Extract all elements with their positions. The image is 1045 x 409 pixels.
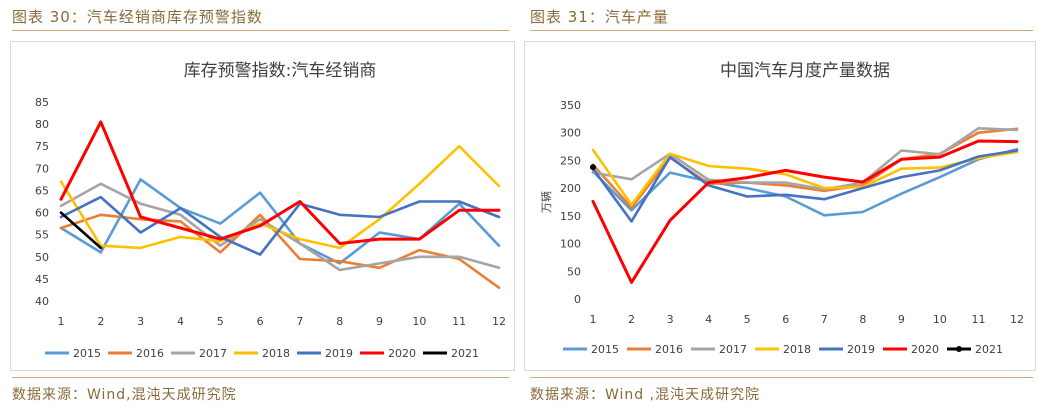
x-tick-label: 10	[412, 315, 426, 328]
y-tick-label: 60	[35, 207, 49, 220]
x-tick-label: 1	[590, 313, 597, 326]
legend-marker-2021	[956, 346, 962, 352]
legend-label-2016: 2016	[655, 343, 683, 356]
source-rule-right	[530, 377, 1033, 378]
x-tick-label: 2	[628, 313, 635, 326]
series-line-2018	[591, 148, 1019, 207]
x-tick-label: 4	[705, 313, 712, 326]
source-note-right: 数据来源：Wind ,混沌天成研究院	[530, 387, 761, 403]
source-note-left: 数据来源：Wind,混沌天成研究院	[12, 387, 237, 403]
source-rule-left	[12, 377, 509, 378]
x-tick-label: 11	[971, 313, 985, 326]
x-tick-label: 9	[898, 313, 905, 326]
y-tick-label: 50	[567, 265, 581, 278]
legend-label-2015: 2015	[591, 343, 619, 356]
chart-panel-right: 中国汽车月度产量数据 万辆 0 50 100 150 200 250 300 350 1 2 3 4 5 6 7…	[524, 41, 1036, 371]
x-tick-label: 6	[782, 313, 789, 326]
legend-label-2020: 2020	[388, 347, 416, 360]
caption-rule-left	[12, 30, 509, 31]
y-tick-label: 200	[560, 182, 581, 195]
y-tick-label: 350	[560, 99, 581, 112]
x-tick-label: 9	[376, 315, 383, 328]
series-line-2021	[59, 211, 103, 250]
figure-caption-left: 图表 30：汽车经销商库存预警指数	[12, 8, 263, 26]
x-tick-label: 12	[1010, 313, 1024, 326]
x-tick-label: 8	[859, 313, 866, 326]
x-tick-label: 2	[97, 315, 104, 328]
legend-label-2017: 2017	[199, 347, 227, 360]
x-tick-label: 7	[821, 313, 828, 326]
series-line-2019	[591, 149, 1019, 223]
series-line-2020	[59, 120, 501, 245]
caption-rule-right	[530, 30, 1033, 31]
x-tick-label: 3	[667, 313, 674, 326]
series-line-2018	[59, 144, 501, 250]
y-tick-label: 150	[560, 210, 581, 223]
x-tick-label: 10	[933, 313, 947, 326]
y-tick-label: 300	[560, 127, 581, 140]
y-tick-label: 65	[35, 184, 49, 197]
series-line-2017	[591, 127, 1019, 191]
series-line-2020	[591, 139, 1019, 284]
y-tick-label: 80	[35, 118, 49, 131]
legend-label-2019: 2019	[325, 347, 353, 360]
x-tick-label: 8	[336, 315, 343, 328]
x-tick-label: 3	[137, 315, 144, 328]
legend-label-2020: 2020	[911, 343, 939, 356]
x-tick-label: 4	[177, 315, 184, 328]
x-tick-label: 11	[452, 315, 466, 328]
legend-label-2019: 2019	[847, 343, 875, 356]
series-line-2019	[59, 195, 501, 256]
y-tick-label: 45	[35, 273, 49, 286]
y-tick-label: 75	[35, 140, 49, 153]
chart-title: 中国汽车月度产量数据	[720, 61, 890, 81]
chart-panel-left: 库存预警指数:汽车经销商 40 45 50 55 60 65 70 75 80 85 1 2 3 4 5 6 7 8…	[10, 41, 515, 371]
chart-title: 库存预警指数:汽车经销商	[184, 61, 377, 81]
legend-label-2018: 2018	[262, 347, 290, 360]
y-tick-label: 70	[35, 162, 49, 175]
y-tick-label: 250	[560, 154, 581, 167]
x-tick-label: 12	[492, 315, 506, 328]
legend-label-2015: 2015	[73, 347, 101, 360]
figure-caption-right: 图表 31：汽车产量	[530, 8, 669, 26]
legend-label-2021: 2021	[451, 347, 479, 360]
x-tick-label: 7	[296, 315, 303, 328]
x-tick-label: 5	[744, 313, 751, 326]
y-tick-label: 100	[560, 238, 581, 251]
y-tick-label: 40	[35, 295, 49, 308]
legend-label-2016: 2016	[136, 347, 164, 360]
y-axis-label: 万辆	[539, 191, 553, 213]
y-tick-label: 50	[35, 251, 49, 264]
y-tick-label: 0	[574, 293, 581, 306]
legend-label-2021: 2021	[975, 343, 1003, 356]
legend-label-2018: 2018	[783, 343, 811, 356]
x-tick-label: 1	[58, 315, 65, 328]
series-line-2016	[59, 213, 501, 289]
series-point-2021	[590, 164, 596, 171]
x-tick-label: 6	[257, 315, 264, 328]
series-line-2015	[591, 148, 1019, 217]
x-tick-label: 5	[217, 315, 224, 328]
legend-label-2017: 2017	[719, 343, 747, 356]
y-tick-label: 55	[35, 229, 49, 242]
y-tick-label: 85	[35, 96, 49, 109]
